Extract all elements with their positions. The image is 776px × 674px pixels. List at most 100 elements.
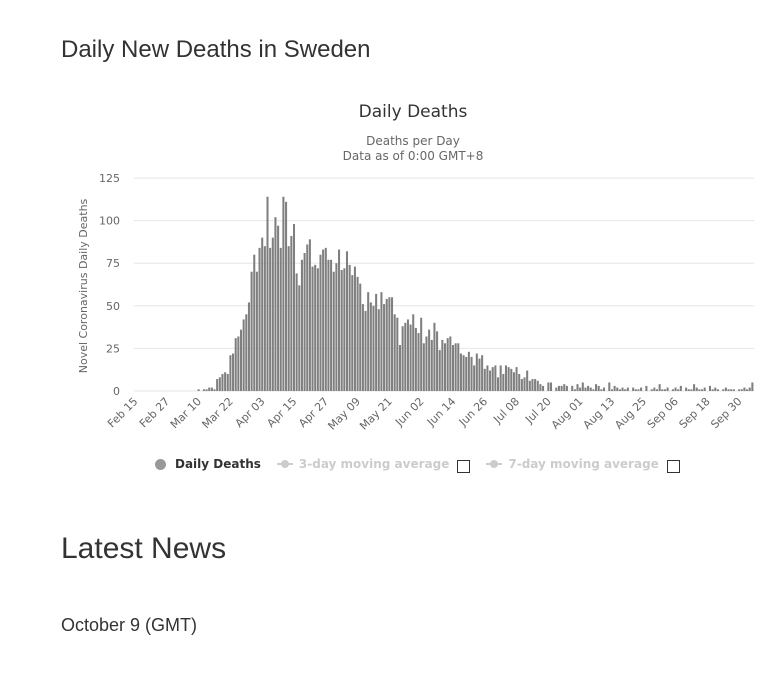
bar[interactable] (457, 343, 460, 391)
bar[interactable] (677, 389, 680, 391)
bar[interactable] (343, 268, 346, 391)
bar[interactable] (632, 387, 635, 391)
bar[interactable] (263, 246, 266, 391)
bar[interactable] (319, 254, 322, 391)
bar[interactable] (255, 271, 258, 391)
bar[interactable] (364, 310, 367, 391)
bar[interactable] (640, 387, 643, 391)
bar[interactable] (496, 377, 500, 391)
bar[interactable] (324, 247, 327, 391)
bar[interactable] (565, 385, 568, 391)
bar[interactable] (375, 293, 378, 391)
bar[interactable] (534, 379, 537, 391)
bar[interactable] (563, 384, 566, 391)
bar[interactable] (486, 365, 489, 391)
bar[interactable] (661, 389, 664, 391)
bar[interactable] (385, 298, 388, 391)
bar[interactable] (727, 389, 730, 391)
bar[interactable] (536, 380, 539, 391)
bar[interactable] (340, 270, 343, 391)
bar[interactable] (531, 379, 534, 391)
bar[interactable] (335, 263, 338, 391)
bar[interactable] (571, 385, 574, 391)
bar[interactable] (298, 285, 301, 391)
legend-item-daily-deaths[interactable]: Daily Deaths (155, 457, 261, 471)
bar[interactable] (316, 268, 319, 391)
bar[interactable] (438, 350, 441, 391)
bar[interactable] (417, 333, 420, 391)
bar[interactable] (353, 266, 356, 391)
bar[interactable] (600, 389, 603, 391)
bar[interactable] (282, 196, 285, 391)
bar[interactable] (314, 264, 317, 391)
bar[interactable] (253, 254, 256, 391)
bar[interactable] (685, 387, 688, 391)
bar[interactable] (462, 355, 465, 391)
bar[interactable] (292, 224, 296, 391)
bar[interactable] (483, 368, 486, 391)
bar[interactable] (428, 329, 431, 391)
bar[interactable] (587, 385, 590, 391)
bar[interactable] (277, 225, 280, 391)
bar[interactable] (266, 196, 269, 391)
bar[interactable] (610, 389, 613, 391)
legend-item-7-day-average[interactable]: 7-day moving average (486, 457, 659, 471)
bar[interactable] (279, 247, 282, 391)
bar[interactable] (330, 259, 333, 391)
bar[interactable] (451, 344, 454, 391)
bar[interactable] (303, 252, 306, 391)
bar[interactable] (499, 365, 502, 391)
bar[interactable] (653, 387, 656, 391)
bar[interactable] (327, 259, 330, 391)
bar[interactable] (655, 389, 659, 391)
bar[interactable] (520, 379, 523, 391)
bar[interactable] (690, 389, 693, 391)
bar[interactable] (202, 389, 205, 391)
bar[interactable] (269, 247, 272, 391)
bar[interactable] (348, 264, 351, 391)
bar[interactable] (738, 389, 741, 391)
bar[interactable] (322, 249, 325, 391)
bar[interactable] (526, 370, 529, 391)
bar[interactable] (695, 387, 698, 391)
bar[interactable] (224, 372, 227, 391)
bar[interactable] (239, 329, 243, 391)
bar[interactable] (449, 336, 452, 391)
bar[interactable] (420, 317, 423, 391)
bar[interactable] (473, 365, 476, 391)
bar[interactable] (507, 367, 510, 391)
bar[interactable] (454, 343, 457, 391)
bar[interactable] (592, 389, 595, 391)
toggle-7-day-average-checkbox[interactable] (666, 459, 680, 473)
bar[interactable] (740, 389, 743, 391)
bar[interactable] (743, 387, 746, 391)
bar[interactable] (467, 351, 470, 391)
bar[interactable] (290, 235, 293, 391)
bar[interactable] (258, 247, 261, 391)
bar[interactable] (618, 389, 621, 391)
bar[interactable] (502, 373, 505, 391)
bar[interactable] (245, 314, 248, 391)
bar[interactable] (367, 292, 370, 391)
toggle-3-day-average-checkbox[interactable] (457, 459, 471, 473)
bar[interactable] (671, 389, 674, 391)
bar[interactable] (210, 387, 213, 391)
bar[interactable] (470, 356, 473, 391)
bar[interactable] (748, 387, 751, 391)
bar[interactable] (300, 259, 303, 391)
bar[interactable] (679, 385, 682, 391)
bar[interactable] (232, 353, 235, 391)
bar[interactable] (518, 373, 521, 391)
bar[interactable] (560, 385, 563, 391)
bar[interactable] (584, 387, 587, 391)
bar[interactable] (412, 314, 415, 391)
bar[interactable] (528, 380, 531, 391)
bar[interactable] (698, 389, 701, 391)
bar[interactable] (693, 384, 696, 391)
bar[interactable] (716, 389, 719, 391)
bar[interactable] (621, 387, 624, 391)
bar[interactable] (491, 367, 494, 391)
bar[interactable] (481, 355, 484, 391)
bar[interactable] (663, 389, 666, 391)
bar[interactable] (308, 239, 311, 391)
